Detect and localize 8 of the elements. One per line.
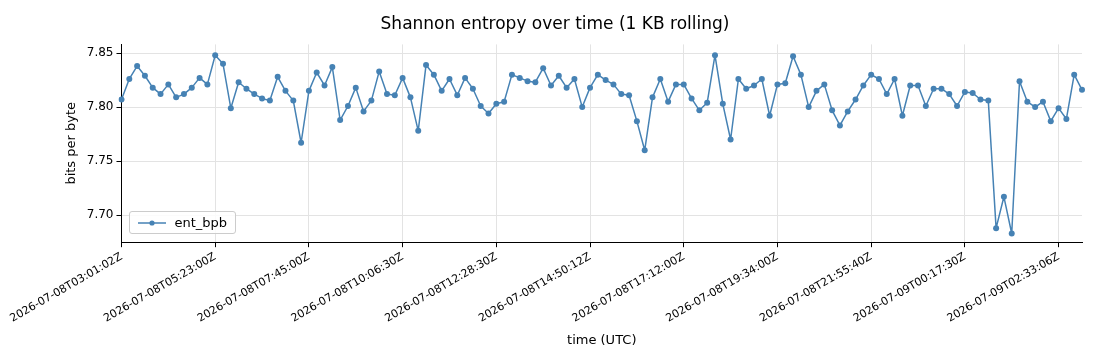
y-tick-label: 7.75: [86, 153, 114, 168]
x-axis-title: time (UTC): [567, 331, 637, 347]
y-tick-label: 7.80: [86, 99, 114, 114]
legend-label: ent_bpb: [174, 215, 228, 231]
y-tick-label: 7.85: [86, 45, 114, 60]
y-axis-title: bits per byte: [63, 101, 79, 185]
y-tick-label: 7.70: [86, 207, 114, 222]
chart-title: Shannon entropy over time (1 KB rolling): [380, 12, 730, 33]
